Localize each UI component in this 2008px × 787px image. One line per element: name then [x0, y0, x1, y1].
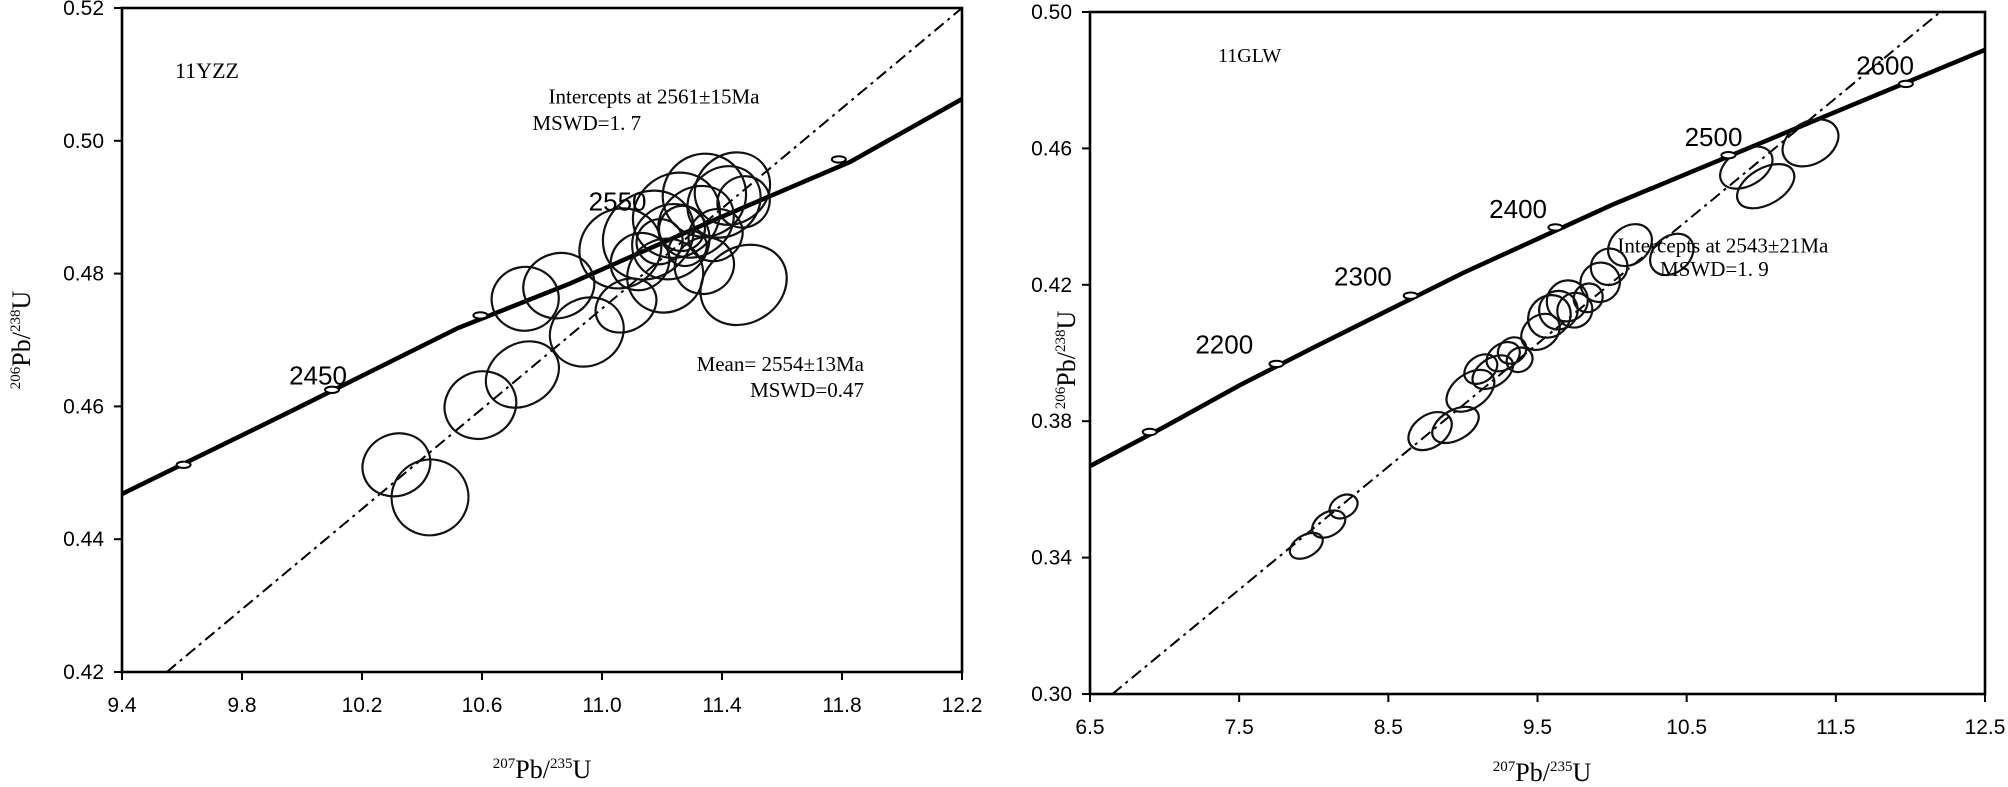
plot-frame — [120, 6, 964, 674]
y-tick-label: 0.50 — [63, 130, 104, 153]
age-marker — [324, 385, 340, 394]
x-tick-label: 10.2 — [342, 694, 383, 717]
concordia-curve — [1090, 47, 1985, 469]
x-axis-label: 207Pb/235U — [1493, 758, 1592, 787]
chart-panel-11yzz: 9.4 9.8 10.2 10.6 11.0 11.4 11.8 12.2 0.42 0.44 0.… — [7, 0, 982, 784]
error-ellipse — [609, 231, 671, 292]
x-tick-label: 12.5 — [1965, 716, 2006, 739]
y-tick-label: 0.46 — [1031, 137, 1072, 160]
annotation-text: MSWD=1. 9 — [1660, 257, 1769, 281]
concordia-age-label: 2500 — [1685, 122, 1743, 152]
error-ellipse — [1463, 353, 1499, 385]
y-axis-label: 206Pb/238U — [1052, 311, 1081, 410]
error-ellipse — [1572, 282, 1604, 314]
error-ellipse — [1579, 261, 1622, 304]
age-marker — [830, 155, 847, 164]
age-marker — [175, 460, 192, 469]
x-axis-label: 207Pb/235U — [493, 755, 592, 784]
error-ellipse — [548, 296, 625, 368]
error-ellipse — [716, 175, 771, 229]
y-tick-label: 0.50 — [1031, 1, 1072, 24]
y-axis-label: 206Pb/238U — [7, 291, 36, 390]
error-ellipse — [361, 432, 432, 498]
y-tick-label: 0.48 — [63, 263, 104, 286]
error-ellipse — [443, 370, 518, 441]
annotation-text: Mean= 2554±13Ma — [697, 352, 865, 376]
annotation-text: Intercepts at 2543±21Ma — [1617, 233, 1829, 257]
concordia-age-label: 2600 — [1856, 51, 1914, 81]
error-ellipse — [594, 277, 658, 334]
concordia-age-label: 2550 — [589, 187, 647, 217]
x-tick-label: 11.0 — [582, 694, 621, 717]
sample-label: 11GLW — [1218, 45, 1281, 67]
x-tick-label: 10.5 — [1666, 716, 1707, 739]
error-ellipse — [667, 229, 708, 268]
y-tick-label: 0.44 — [63, 528, 104, 551]
error-ellipse — [390, 458, 470, 537]
y-tick-label: 0.52 — [63, 0, 104, 20]
concordia-age-label: 2400 — [1489, 194, 1547, 224]
x-tick-label: 11.5 — [1816, 716, 1855, 739]
error-ellipse — [1471, 354, 1515, 391]
error-ellipse — [490, 265, 560, 332]
age-marker — [472, 311, 489, 320]
age-marker — [1402, 291, 1419, 300]
x-tick-label: 7.5 — [1225, 716, 1254, 739]
x-tick-label: 9.5 — [1523, 716, 1552, 739]
error-ellipse — [687, 207, 744, 263]
concordia-age-label: 2300 — [1334, 261, 1392, 291]
annotation-text: MSWD=1. 7 — [532, 111, 641, 135]
x-tick-label: 12.2 — [942, 694, 983, 717]
age-marker — [1547, 223, 1564, 232]
error-ellipse — [1736, 163, 1796, 210]
error-ellipse — [1288, 531, 1324, 560]
concordia-age-label: 2200 — [1195, 330, 1253, 360]
concordia-age-label: 2450 — [289, 360, 347, 390]
concordia-curve — [122, 97, 962, 497]
x-tick-label: 11.8 — [822, 694, 861, 717]
x-tick-label: 8.5 — [1374, 716, 1403, 739]
error-ellipse — [578, 207, 663, 290]
age-marker — [1720, 151, 1737, 160]
x-tick-label: 9.4 — [107, 694, 137, 717]
error-ellipse — [1719, 145, 1774, 190]
error-ellipse — [1311, 509, 1347, 539]
y-tick-label: 0.34 — [1031, 547, 1072, 570]
age-marker — [1897, 79, 1914, 89]
error-ellipse — [635, 217, 684, 266]
error-ellipse — [484, 340, 561, 409]
y-tick-label: 0.46 — [63, 395, 104, 418]
error-ellipse — [522, 251, 596, 320]
chart-panel-11glw: 6.5 7.5 8.5 9.5 10.5 11.5 12.5 0.30 0.34 0.38 0.42… — [1031, 1, 2005, 787]
error-ellipse — [699, 243, 788, 327]
error-ellipse — [1505, 346, 1534, 374]
error-ellipse — [1607, 223, 1653, 268]
discordia-line — [166, 8, 962, 672]
y-tick-label: 0.30 — [1031, 683, 1072, 706]
age-marker — [1141, 427, 1158, 437]
error-ellipse — [1407, 410, 1453, 452]
annotation-text: Intercepts at 2561±15Ma — [549, 85, 761, 109]
error-ellipse — [1589, 247, 1629, 287]
age-marker — [1268, 359, 1285, 369]
error-ellipse — [1328, 493, 1359, 520]
error-ellipse — [1496, 336, 1528, 365]
sample-label: 11YZZ — [175, 58, 239, 83]
x-tick-label: 10.6 — [462, 694, 503, 717]
error-ellipse — [1781, 118, 1840, 168]
error-ellipse — [1431, 405, 1480, 445]
y-tick-label: 0.38 — [1031, 410, 1072, 433]
error-ellipse — [693, 151, 772, 226]
error-ellipse — [1527, 294, 1572, 339]
annotation-text: MSWD=0.47 — [750, 378, 864, 402]
y-tick-label: 0.42 — [63, 661, 104, 684]
y-tick-label: 0.42 — [1031, 274, 1072, 297]
x-tick-label: 9.8 — [227, 694, 256, 717]
x-tick-label: 6.5 — [1075, 716, 1104, 739]
x-tick-label: 11.4 — [702, 694, 742, 717]
error-ellipse — [1649, 232, 1695, 277]
error-ellipse — [1537, 289, 1579, 331]
